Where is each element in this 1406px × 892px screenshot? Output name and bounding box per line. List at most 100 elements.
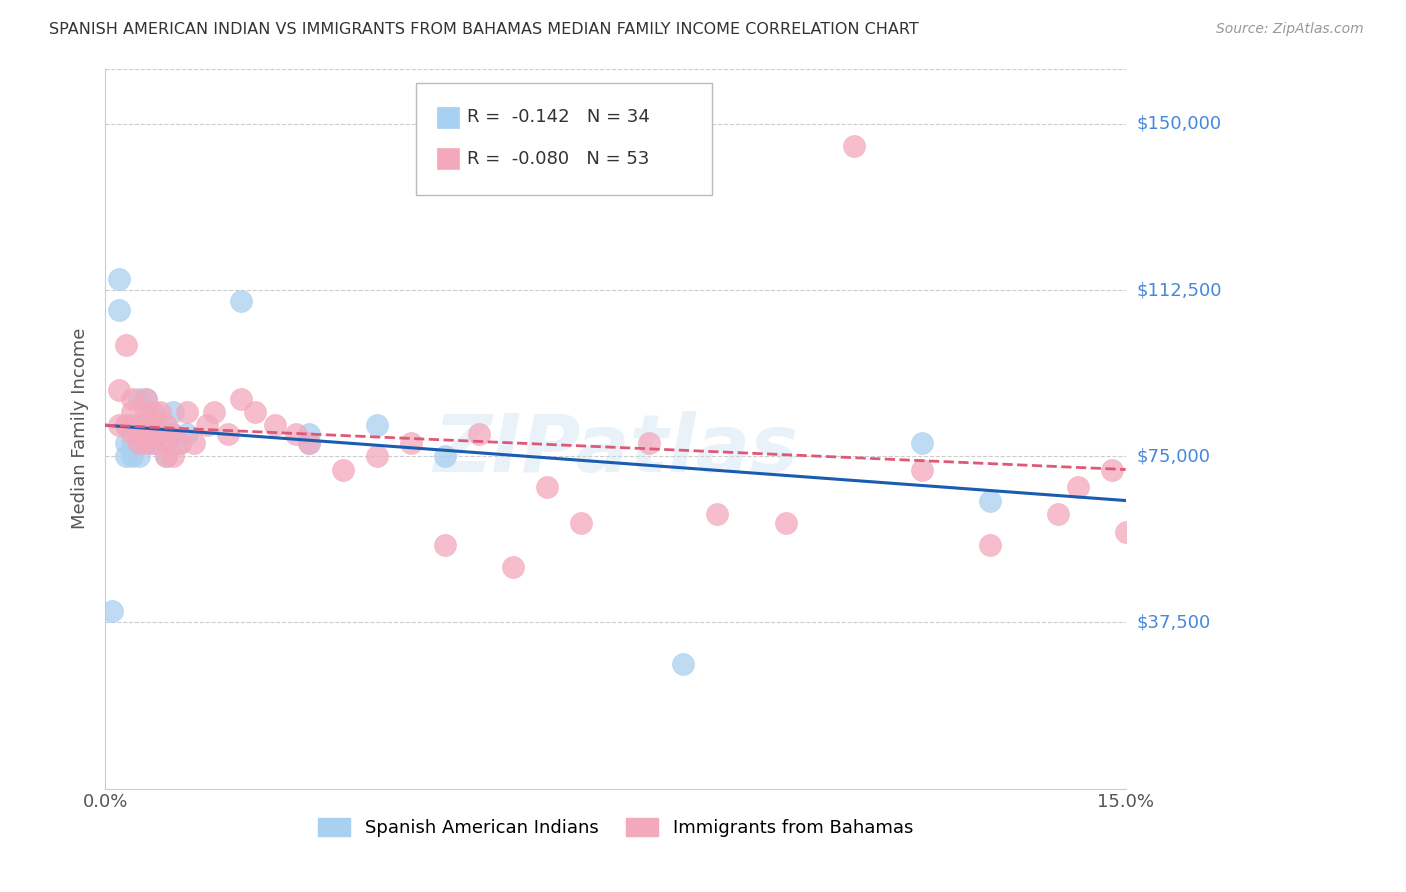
Point [298, 427, 321, 442]
Point [128, 427, 150, 442]
Text: $37,500: $37,500 [1137, 614, 1211, 632]
Text: ZIPatlas: ZIPatlas [433, 411, 799, 489]
Point [155, 449, 177, 463]
Point [114, 418, 136, 433]
Point [176, 427, 198, 442]
Point [108, 272, 131, 286]
Point [1101, 462, 1123, 476]
Point [1067, 480, 1090, 494]
Point [162, 449, 184, 463]
Point [149, 418, 172, 433]
Point [142, 436, 165, 450]
Point [155, 449, 177, 463]
Point [195, 418, 218, 433]
Text: R =  -0.080   N = 53: R = -0.080 N = 53 [467, 150, 650, 168]
Text: SPANISH AMERICAN INDIAN VS IMMIGRANTS FROM BAHAMAS MEDIAN FAMILY INCOME CORRELAT: SPANISH AMERICAN INDIAN VS IMMIGRANTS FR… [49, 22, 920, 37]
Point [243, 405, 266, 419]
Point [114, 338, 136, 352]
Point [332, 462, 354, 476]
Point [162, 405, 184, 419]
Point [121, 427, 143, 442]
Point [128, 449, 150, 463]
Point [1115, 524, 1137, 539]
Point [706, 507, 728, 521]
Point [149, 427, 172, 442]
Point [108, 303, 131, 318]
Point [468, 427, 491, 442]
Point [979, 538, 1001, 552]
Point [155, 436, 177, 450]
Point [775, 516, 797, 530]
Point [366, 418, 388, 433]
Point [128, 418, 150, 433]
Point [231, 294, 253, 309]
Point [298, 436, 321, 450]
Point [128, 427, 150, 442]
Point [121, 418, 143, 433]
Point [108, 418, 131, 433]
Point [1046, 507, 1069, 521]
Point [135, 427, 157, 442]
Point [231, 392, 253, 406]
Point [121, 405, 143, 419]
Text: R =  -0.142   N = 34: R = -0.142 N = 34 [467, 109, 651, 127]
Point [128, 418, 150, 433]
Point [135, 436, 157, 450]
Point [114, 418, 136, 433]
Point [142, 405, 165, 419]
Text: Source: ZipAtlas.com: Source: ZipAtlas.com [1216, 22, 1364, 37]
Point [910, 436, 932, 450]
Point [114, 449, 136, 463]
Point [162, 427, 184, 442]
Point [434, 449, 457, 463]
Point [114, 436, 136, 450]
Point [434, 538, 457, 552]
Point [142, 436, 165, 450]
Text: $75,000: $75,000 [1137, 447, 1211, 466]
FancyBboxPatch shape [437, 106, 460, 128]
Y-axis label: Median Family Income: Median Family Income [72, 328, 89, 529]
Point [101, 604, 124, 618]
Legend: Spanish American Indians, Immigrants from Bahamas: Spanish American Indians, Immigrants fro… [311, 811, 920, 845]
Point [135, 436, 157, 450]
Point [264, 418, 287, 433]
Point [536, 480, 558, 494]
Point [202, 405, 225, 419]
Point [121, 449, 143, 463]
Point [135, 392, 157, 406]
Point [502, 560, 524, 574]
Point [155, 418, 177, 433]
Point [135, 405, 157, 419]
Point [571, 516, 593, 530]
Text: $150,000: $150,000 [1137, 115, 1222, 133]
Point [162, 427, 184, 442]
Point [169, 436, 191, 450]
Point [108, 383, 131, 397]
Text: $112,500: $112,500 [1137, 281, 1222, 299]
Point [176, 405, 198, 419]
Point [298, 436, 321, 450]
Point [128, 392, 150, 406]
Point [638, 436, 661, 450]
Point [135, 392, 157, 406]
Point [401, 436, 423, 450]
Point [183, 436, 205, 450]
Point [149, 427, 172, 442]
Point [366, 449, 388, 463]
Point [121, 436, 143, 450]
Point [217, 427, 239, 442]
Point [910, 462, 932, 476]
Point [142, 418, 165, 433]
Point [284, 427, 307, 442]
FancyBboxPatch shape [437, 147, 460, 169]
Point [142, 405, 165, 419]
Point [169, 436, 191, 450]
Point [149, 405, 172, 419]
Point [842, 139, 865, 153]
FancyBboxPatch shape [416, 83, 713, 194]
Point [135, 418, 157, 433]
Point [979, 493, 1001, 508]
Point [128, 436, 150, 450]
Point [135, 418, 157, 433]
Point [121, 392, 143, 406]
